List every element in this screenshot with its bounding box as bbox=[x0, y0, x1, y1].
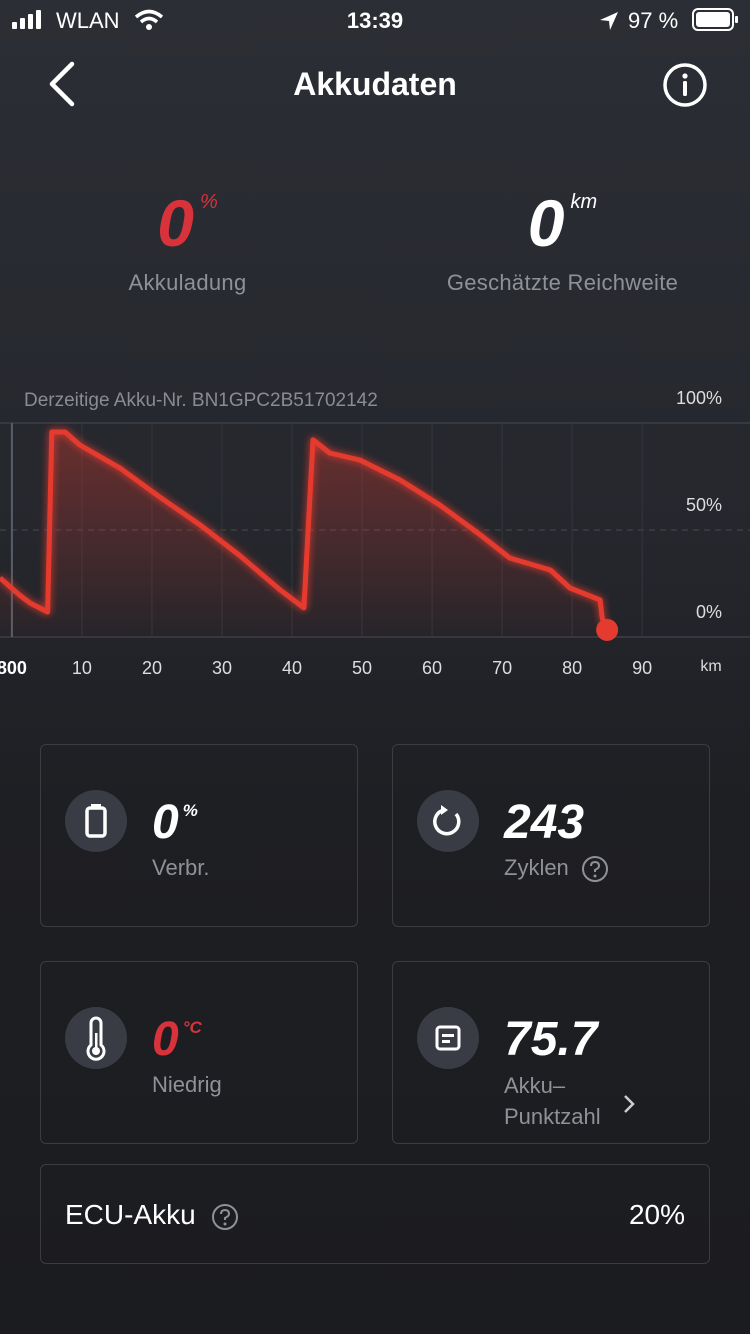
ecu-label: ECU-Akku bbox=[65, 1199, 196, 1230]
temperature-unit: °C bbox=[182, 1018, 202, 1037]
consumption-card: 0% Verbr. bbox=[40, 744, 358, 927]
consumption-value-row: 0% bbox=[152, 795, 198, 850]
range-value: 0 bbox=[527, 186, 565, 260]
range-unit: km bbox=[570, 191, 598, 213]
x-tick-label: 20 bbox=[142, 658, 162, 678]
info-button[interactable] bbox=[662, 62, 708, 108]
charge-unit: % bbox=[199, 191, 218, 213]
score-card[interactable]: 75.7 Akku–Punktzahl bbox=[392, 961, 710, 1144]
thermometer-icon bbox=[65, 1007, 127, 1069]
x-tick-label: 30 bbox=[212, 658, 232, 678]
range-label: Geschätzte Reichweite bbox=[446, 270, 679, 295]
x-tick-label: 40 bbox=[282, 658, 302, 678]
temperature-value-row: 0 °C bbox=[152, 1012, 202, 1067]
chart-subtitle: Derzeitige Akku-Nr. BN1GPC2B51702142 bbox=[24, 390, 378, 411]
charge-label: Akkuladung bbox=[128, 270, 247, 295]
temperature-card: 0 °C Niedrig bbox=[40, 961, 358, 1144]
help-icon[interactable] bbox=[581, 855, 609, 883]
signal-icon bbox=[12, 10, 41, 29]
x-tick-label: 60 bbox=[422, 658, 442, 678]
y-tick-label: 50% bbox=[686, 495, 722, 515]
y-tick-label: 100% bbox=[676, 388, 722, 408]
charge-block: 0% bbox=[0, 185, 375, 261]
ecu-card: ECU-Akku 20% bbox=[40, 1164, 710, 1264]
clock: 13:39 bbox=[346, 8, 404, 33]
y-tick-label: 0% bbox=[696, 602, 722, 622]
x-tick-label: 50 bbox=[352, 658, 372, 678]
cycles-label-row: Zyklen bbox=[504, 855, 609, 883]
ecu-value: 20% bbox=[628, 1199, 685, 1230]
chevron-icon bbox=[624, 1095, 635, 1113]
line-area bbox=[0, 432, 608, 637]
temperature-label: Niedrig bbox=[152, 1072, 222, 1097]
cycles-icon bbox=[417, 790, 479, 852]
charge-chart: Derzeitige Akku-Nr. BN1GPC2B51702142 km … bbox=[0, 388, 750, 678]
consumption-label: Verbr. bbox=[152, 855, 210, 880]
score-label: Akku–Punktzahl bbox=[504, 1073, 601, 1129]
page-title: Akkudaten bbox=[293, 66, 457, 102]
consumption-unit: % bbox=[182, 801, 198, 820]
wifi-icon bbox=[134, 9, 164, 30]
cycles-label: Zyklen bbox=[504, 855, 569, 880]
x-axis-label: km bbox=[700, 658, 721, 675]
range-block: 0 km bbox=[375, 185, 750, 261]
score-icon bbox=[417, 1007, 479, 1069]
help-icon[interactable] bbox=[211, 1203, 239, 1231]
x-tick-label: 90 bbox=[632, 658, 652, 678]
battery-icon bbox=[692, 8, 738, 31]
score-value: 75.7 bbox=[504, 1013, 598, 1066]
x-tick-label: 70 bbox=[492, 658, 512, 678]
cycles-card: 243 Zyklen bbox=[392, 744, 710, 927]
cycles-value: 243 bbox=[504, 796, 585, 849]
end-point bbox=[596, 618, 619, 641]
x-tick-label: 80 bbox=[562, 658, 582, 678]
charge-value: 0 bbox=[157, 186, 194, 260]
location-icon bbox=[600, 12, 618, 30]
battery-label: 97 % bbox=[628, 8, 679, 33]
network-label: WLAN bbox=[56, 8, 120, 33]
line bbox=[0, 429, 610, 631]
temperature-value: 0 bbox=[152, 1013, 179, 1066]
x-tick-label: 10 bbox=[72, 658, 92, 678]
back-button[interactable] bbox=[44, 60, 80, 110]
consumption-value: 0 bbox=[152, 796, 179, 849]
ecu-label-row: ECU-Akku bbox=[65, 1199, 239, 1231]
battery-card-icon bbox=[65, 790, 127, 852]
x-tick-label: 800 bbox=[0, 658, 27, 678]
